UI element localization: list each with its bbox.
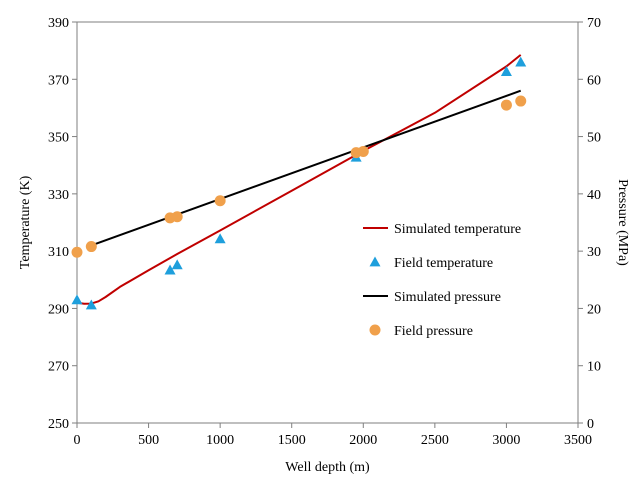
right-y-tick-label: 30 — [587, 245, 601, 260]
right-y-tick-label: 40 — [587, 188, 601, 203]
right-y-tick-label: 20 — [587, 302, 601, 317]
field-temperature-point — [214, 233, 226, 244]
left-y-tick-label: 270 — [48, 360, 69, 375]
field-pressure-points — [71, 95, 527, 258]
right-y-tick-label: 10 — [587, 360, 601, 375]
legend-item-simulated-temperature: Simulated temperature — [363, 222, 521, 237]
field-pressure-point — [71, 246, 83, 258]
legend-item-simulated-pressure: Simulated pressure — [363, 290, 501, 305]
left-y-tick-label: 310 — [48, 245, 69, 260]
legend-label: Field pressure — [394, 324, 473, 339]
right-y-tick-label: 60 — [587, 73, 601, 88]
field-pressure-point — [85, 241, 97, 253]
x-tick-label: 0 — [74, 433, 81, 448]
left-y-tick-label: 390 — [48, 16, 69, 31]
x-tick-label: 2000 — [349, 433, 377, 448]
x-tick-label: 1000 — [206, 433, 234, 448]
legend: Simulated temperature Field temperature Si… — [363, 222, 521, 339]
left-y-tick-label: 370 — [48, 73, 69, 88]
left-y-axis-title: Temperature (K) — [18, 175, 33, 269]
field-temperature-point — [500, 66, 512, 76]
legend-swatch — [369, 324, 381, 336]
left-y-tick-label: 330 — [48, 188, 69, 203]
field-pressure-point — [357, 145, 369, 157]
legend-label: Field temperature — [394, 256, 493, 271]
right-y-tick-label: 70 — [587, 16, 601, 31]
field-pressure-point — [214, 195, 226, 207]
legend-item-field-pressure: Field pressure — [369, 324, 473, 339]
legend-label: Simulated temperature — [394, 222, 521, 237]
field-temperature-points — [71, 56, 527, 310]
x-tick-label: 2500 — [421, 433, 449, 448]
left-y-tick-label: 350 — [48, 131, 69, 146]
field-temperature-point — [85, 299, 97, 310]
field-temperature-point — [164, 264, 176, 275]
x-tick-label: 500 — [138, 433, 159, 448]
field-temperature-point — [515, 56, 527, 67]
legend-swatch — [369, 256, 381, 267]
legend-label: Simulated pressure — [394, 290, 501, 305]
x-tick-label: 3000 — [492, 433, 520, 448]
plot-area-frame — [76, 21, 579, 424]
x-tick-label: 3500 — [564, 433, 592, 448]
right-y-tick-label: 50 — [587, 131, 601, 146]
field-pressure-point — [171, 211, 183, 223]
field-pressure-point — [500, 99, 512, 111]
left-y-tick-label: 290 — [48, 302, 69, 317]
simulated-pressure-line — [90, 89, 522, 247]
field-temperature-point — [171, 259, 183, 270]
field-pressure-point — [515, 95, 527, 107]
x-axis-title: Well depth (m) — [285, 460, 370, 475]
x-tick-label: 1500 — [278, 433, 306, 448]
left-y-tick-label: 250 — [48, 417, 69, 432]
legend-item-field-temperature: Field temperature — [369, 256, 493, 271]
right-y-axis-title: Pressure (MPa) — [615, 179, 630, 266]
field-temperature-point — [71, 294, 83, 305]
right-y-tick-label: 0 — [587, 417, 594, 432]
